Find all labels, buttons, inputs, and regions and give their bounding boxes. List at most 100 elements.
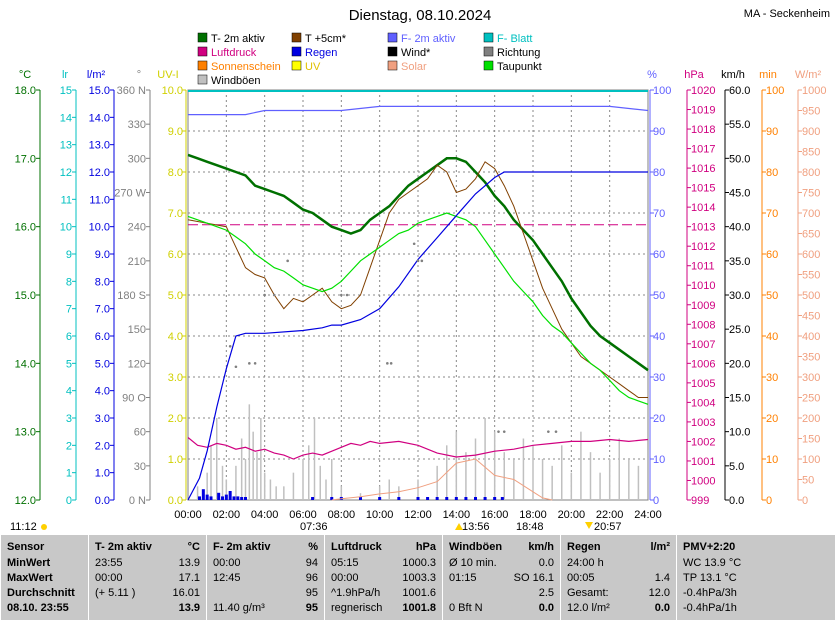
- axis-tick-label: 1014: [691, 202, 715, 214]
- axis-tick-label: 30: [134, 461, 146, 473]
- stats-row: 95: [213, 587, 318, 602]
- sun-icon: [41, 524, 47, 530]
- stats-cell-label: 12.0 l/m²: [567, 602, 610, 614]
- legend-label: UV: [305, 61, 321, 73]
- event-sunset: 18:48: [516, 521, 544, 533]
- stats-column: Luftdruck hPa 05:15 1000.3 00:00 1003.3 ^1.9hP…: [324, 535, 442, 620]
- rain-bar: [416, 497, 420, 500]
- stats-row: Ø 10 min. 0.0: [449, 557, 554, 572]
- axis-tick-label: 1017: [691, 144, 715, 156]
- stats-row: 00:05 1.4: [567, 572, 670, 587]
- axis-tick-label: 900: [802, 126, 820, 138]
- axis-tick-label: 1000: [691, 475, 715, 487]
- axis-tick-label: 10: [653, 454, 665, 466]
- axis-tick-label: 7.0: [168, 208, 183, 220]
- stats-column-header: Luftdruck hPa: [331, 541, 436, 556]
- legend-swatch: [291, 46, 302, 57]
- legend-label: Taupunkt: [497, 61, 542, 73]
- axis-tick-label: 14.0: [15, 358, 36, 370]
- axis-tick-label: 15.0: [729, 393, 750, 405]
- series-line: [187, 437, 649, 460]
- legend-swatch: [483, 46, 494, 57]
- legend-swatch: [387, 32, 398, 43]
- wind-direction-point: [263, 293, 266, 297]
- axis-tick-label: 60: [653, 249, 665, 261]
- axis-tick-label: 6.0: [95, 331, 110, 343]
- axes: 18.017.016.015.014.013.012.0151413121110…: [15, 85, 827, 521]
- legend-label: Luftdruck: [211, 47, 257, 59]
- stats-cell-value: 95: [305, 587, 318, 599]
- rain-bar: [378, 497, 382, 500]
- axis-tick-label: 1000: [802, 85, 826, 97]
- axis-tick-label: 50.0: [729, 153, 750, 165]
- stats-header-unit: l/m²: [650, 541, 670, 553]
- axis-tick-label: 1018: [691, 124, 715, 136]
- x-tick-label: 14:00: [443, 509, 471, 521]
- stats-row: TP 13.1 °C: [683, 572, 788, 587]
- axis-tick-label: 850: [802, 147, 820, 159]
- rain-bar: [483, 497, 487, 500]
- rain-bar: [330, 497, 334, 500]
- x-tick-label: 02:00: [213, 509, 241, 521]
- stats-cell-value: 96: [305, 572, 318, 584]
- axis-unit-label: hPa: [684, 69, 704, 81]
- wind-direction-point: [286, 259, 289, 263]
- series-line: [188, 105, 649, 116]
- stats-header-unit: °C: [187, 541, 200, 553]
- axis-tick-label: 20: [653, 413, 665, 425]
- weather-chart: Dienstag, 08.10.2024 MA - Seckenheim T- …: [10, 7, 830, 533]
- axis-tick-label: 360 N: [117, 85, 146, 97]
- rain-bar: [474, 497, 477, 500]
- rain-bar: [435, 497, 439, 500]
- axis-units: °C lr l/m² ° UV-I% hPa km/h min W/m²: [19, 69, 822, 81]
- axis-tick-label: 6: [66, 331, 72, 343]
- axis-tick-label: 4: [66, 386, 72, 398]
- axis-tick-label: 5: [66, 358, 72, 370]
- stats-cell-value: 12.0: [648, 587, 670, 599]
- stats-row: 12.0 l/m² 0.0: [567, 602, 670, 617]
- axis-unit-label: %: [647, 69, 657, 81]
- stats-row: 24:00 h: [567, 557, 670, 572]
- axis-tick-label: 0: [66, 495, 72, 507]
- stats-row: 0 Bft N 0.0: [449, 602, 554, 617]
- wind-direction-point: [253, 362, 257, 365]
- axis-tick-label: 16.0: [15, 222, 36, 234]
- moon-icon: [585, 522, 593, 529]
- stats-column: PMV+2:20 WC 13.9 °C TP 13.1 °C -0.4hPa/3h -0…: [676, 535, 794, 620]
- stats-column-header: F- 2m aktiv%: [213, 541, 318, 556]
- chart-title: Dienstag, 08.10.2024: [349, 7, 492, 24]
- axis-tick-label: 1: [66, 468, 72, 480]
- stats-cell-value: 1003.3: [402, 572, 436, 584]
- stats-cell-value: 0.0: [538, 602, 554, 614]
- axis-tick-label: 950: [802, 106, 820, 118]
- x-tick-label: 10:00: [366, 509, 394, 521]
- stats-header-label: PMV+2:20: [683, 541, 736, 553]
- station-name: MA - Seckenheim: [744, 8, 830, 20]
- plot-area: [187, 89, 649, 501]
- stats-cell-label: (+ 5.11 ): [95, 587, 136, 599]
- legend-swatch: [291, 60, 302, 71]
- x-tick-label: 18:00: [519, 509, 547, 521]
- stats-cell-label: Ø 10 min.: [449, 557, 497, 569]
- legend-swatch: [197, 46, 208, 57]
- stats-cell-label: 11.40 g/m³: [213, 602, 265, 614]
- axis-tick-label: 1.0: [168, 454, 183, 466]
- legend-label: Solar: [401, 61, 427, 73]
- wind-direction-point: [547, 430, 550, 433]
- stats-row: MaxWert: [7, 572, 82, 587]
- axis-tick-label: 12: [60, 167, 72, 179]
- axis-tick-label: 0.0: [168, 495, 183, 507]
- axis-tick-label: 30.0: [729, 290, 750, 302]
- axis-tick-label: 200: [802, 413, 820, 425]
- stats-row: ^1.9hPa/h 1001.6: [331, 587, 436, 602]
- wind-direction-point: [497, 430, 500, 433]
- stats-header-label: Regen: [567, 541, 601, 553]
- axis-tick-label: 210: [128, 256, 146, 268]
- axis-tick-label: 4.0: [168, 331, 183, 343]
- axis-tick-label: 0: [766, 495, 772, 507]
- axis-tick-label: 30: [766, 372, 778, 384]
- axis-tick-label: 350: [802, 352, 820, 364]
- axis-tick-label: 270 W: [114, 188, 146, 200]
- legend-label: T- 2m aktiv: [211, 33, 265, 45]
- axis-tick-label: 1008: [691, 319, 715, 331]
